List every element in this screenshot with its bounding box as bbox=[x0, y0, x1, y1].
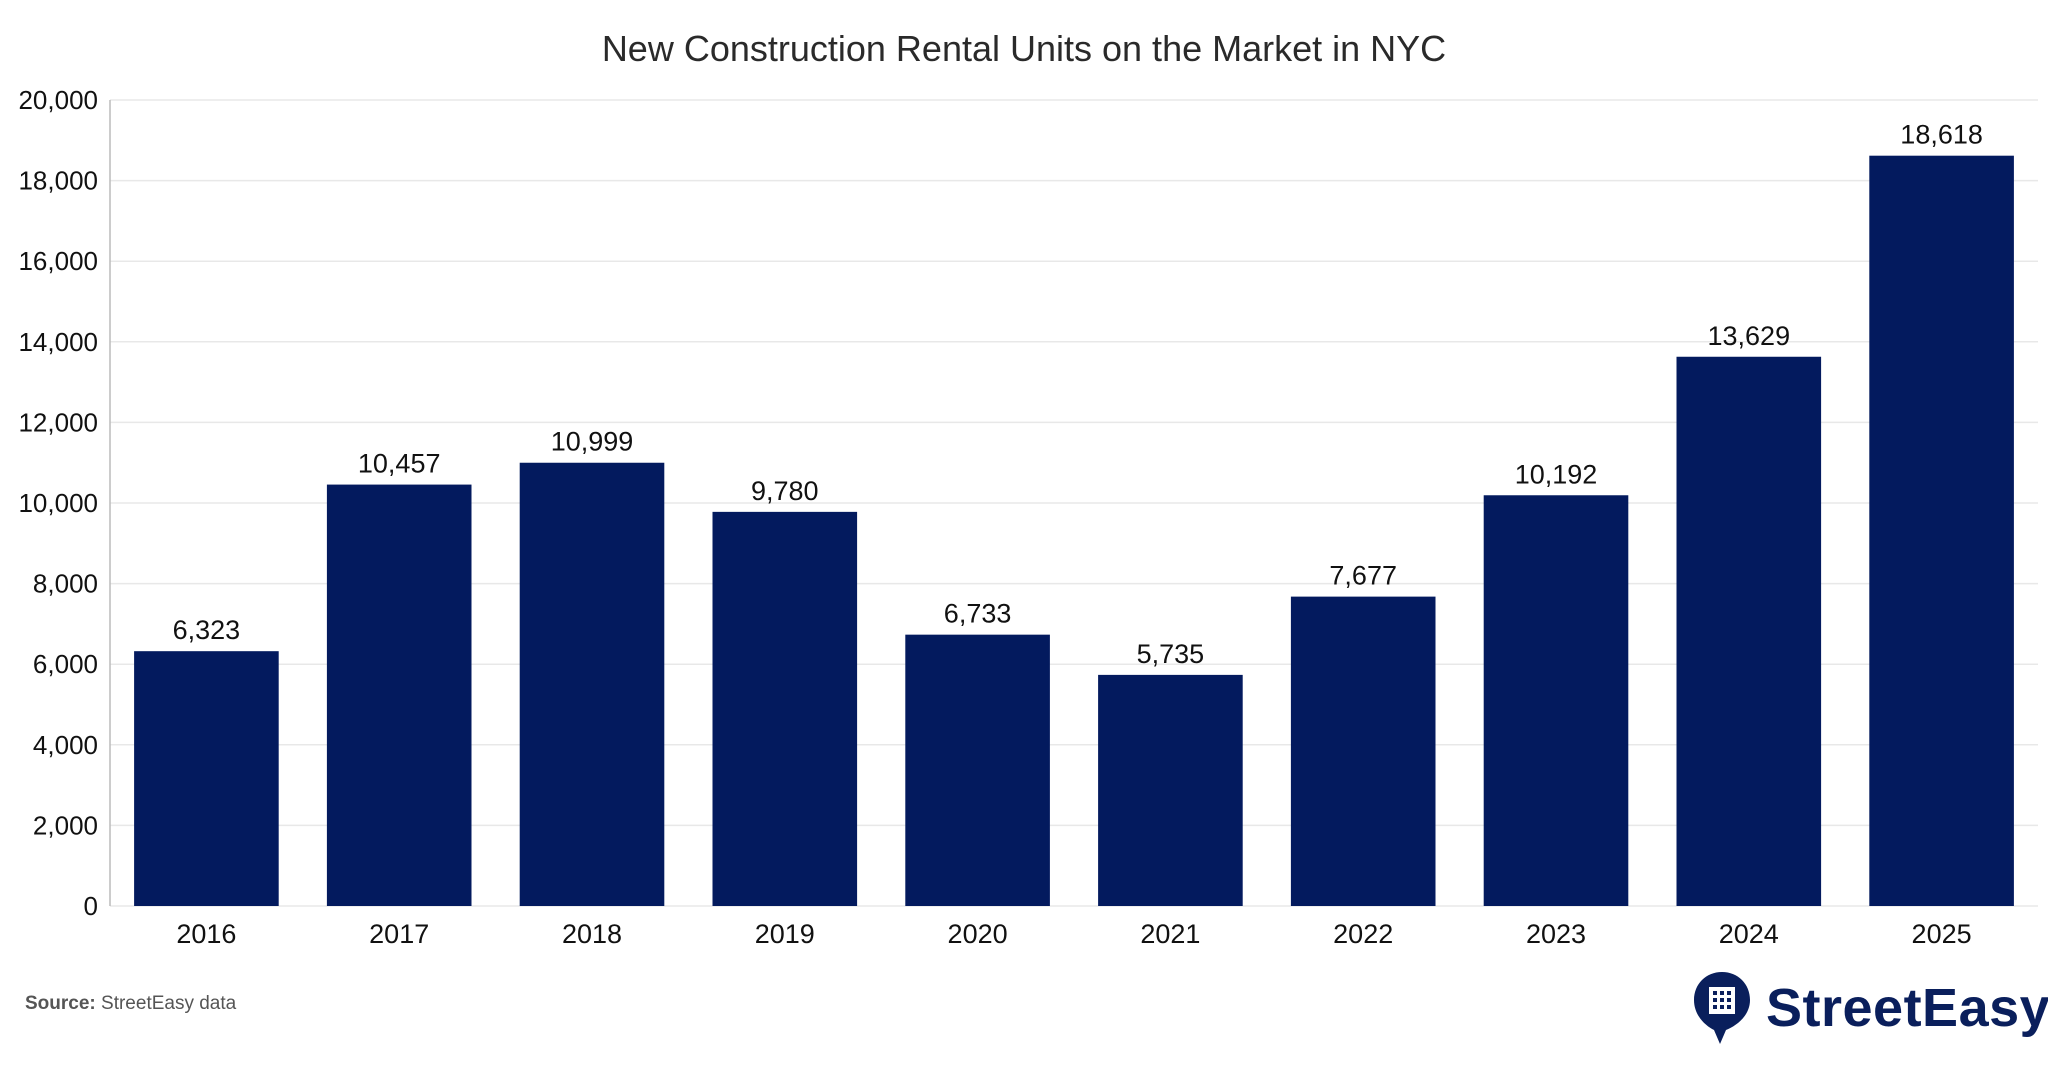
bar-value-label: 6,323 bbox=[173, 615, 241, 645]
bar-2025 bbox=[1869, 155, 2014, 907]
bar-2016 bbox=[134, 651, 279, 906]
bar-2022 bbox=[1290, 596, 1436, 906]
x-tick-label: 2022 bbox=[1333, 919, 1393, 949]
x-tick-label: 2024 bbox=[1719, 919, 1779, 949]
y-tick-label: 0 bbox=[84, 891, 98, 921]
bar-2023 bbox=[1483, 495, 1629, 906]
bar-value-label: 10,457 bbox=[358, 449, 441, 479]
bar-value-label: 6,733 bbox=[944, 599, 1012, 629]
bar-value-label: 7,677 bbox=[1329, 561, 1397, 591]
y-tick-label: 12,000 bbox=[18, 407, 98, 437]
x-tick-label: 2020 bbox=[948, 919, 1008, 949]
bar-2021 bbox=[1098, 674, 1243, 906]
x-tick-label: 2019 bbox=[755, 919, 815, 949]
x-tick-label: 2017 bbox=[369, 919, 429, 949]
bar-2017 bbox=[326, 484, 472, 906]
bars bbox=[134, 155, 2014, 907]
x-axis-ticks: 2016 2017 2018 2019 2020 2021 2022 2023 2024 2025 bbox=[176, 919, 1971, 949]
building-pin-icon bbox=[1694, 972, 1750, 1044]
x-tick-label: 2023 bbox=[1526, 919, 1586, 949]
y-tick-label: 14,000 bbox=[18, 327, 98, 357]
source-note: Source: StreetEasy data bbox=[25, 993, 236, 1015]
bar-2020 bbox=[905, 634, 1050, 906]
bar-2018 bbox=[519, 462, 665, 906]
bar-value-label: 10,999 bbox=[551, 427, 634, 457]
y-tick-label: 6,000 bbox=[33, 649, 98, 679]
y-tick-label: 18,000 bbox=[18, 166, 98, 196]
y-axis-ticks: 0 2,000 4,000 6,000 8,000 10,000 12,000 14,000 1… bbox=[18, 85, 111, 921]
chart-title: New Construction Rental Units on the Mar… bbox=[601, 28, 1447, 69]
bar-value-label: 18,618 bbox=[1900, 120, 1983, 150]
y-tick-label: 8,000 bbox=[33, 569, 98, 599]
bar-value-labels: 6,323 10,457 10,999 9,780 6,733 5,735 7,677 10,… bbox=[173, 120, 1983, 669]
source-text: StreetEasy data bbox=[101, 993, 237, 1014]
y-tick-label: 2,000 bbox=[33, 810, 98, 840]
y-tick-label: 4,000 bbox=[33, 730, 98, 760]
bar-value-label: 13,629 bbox=[1708, 321, 1791, 351]
y-tick-label: 10,000 bbox=[18, 488, 98, 518]
source-label: Source: bbox=[25, 993, 96, 1014]
bar-2019 bbox=[712, 511, 858, 906]
x-tick-label: 2016 bbox=[176, 919, 236, 949]
x-tick-label: 2025 bbox=[1912, 919, 1972, 949]
y-tick-label: 20,000 bbox=[18, 85, 98, 115]
streeteasy-logo: StreetEasy bbox=[1690, 968, 2048, 1048]
x-tick-label: 2021 bbox=[1140, 919, 1200, 949]
bar-value-label: 10,192 bbox=[1515, 459, 1598, 489]
y-tick-label: 16,000 bbox=[18, 246, 98, 276]
bar-2024 bbox=[1676, 356, 1822, 906]
x-tick-label: 2018 bbox=[562, 919, 622, 949]
brand-name: StreetEasy bbox=[1766, 978, 2048, 1038]
bar-value-label: 9,780 bbox=[751, 476, 819, 506]
bar-value-label: 5,735 bbox=[1137, 639, 1205, 669]
